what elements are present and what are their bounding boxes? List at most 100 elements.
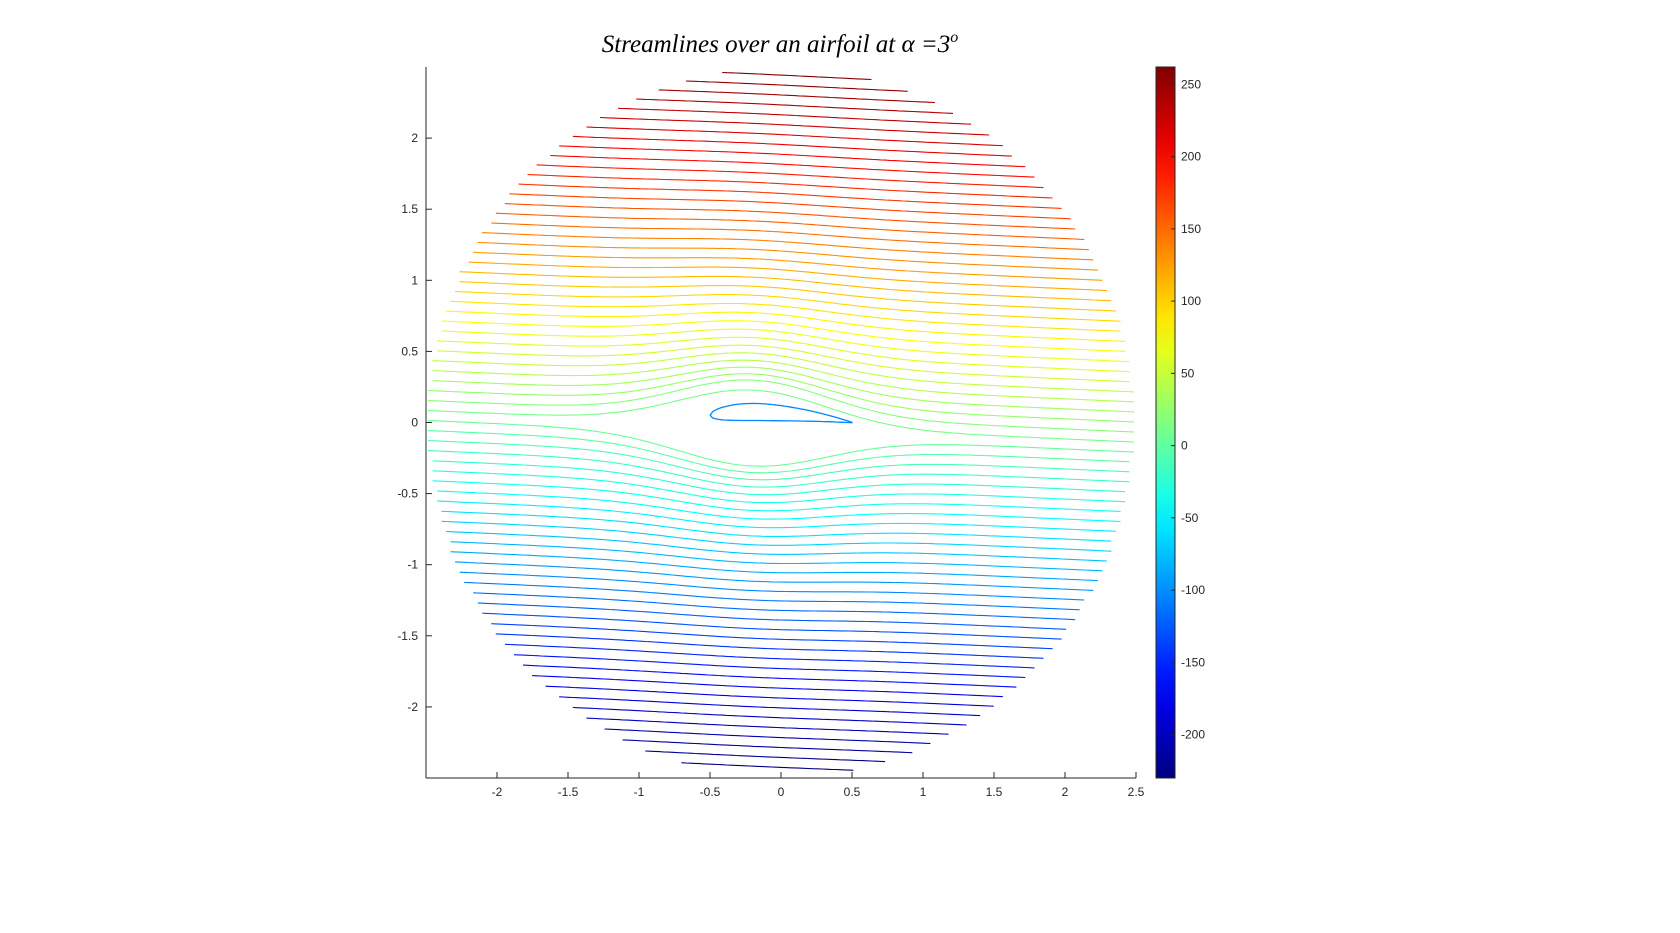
streamline xyxy=(459,271,1112,302)
streamline xyxy=(427,379,1135,433)
y-tick-label: 0.5 xyxy=(401,344,418,358)
y-tick-label: -1.5 xyxy=(397,629,418,643)
colorbar-tick-label: 200 xyxy=(1181,150,1201,164)
streamline xyxy=(441,510,1112,542)
streamline xyxy=(559,696,981,717)
streamline xyxy=(482,612,1062,640)
colorbar-tick-label: 50 xyxy=(1181,366,1195,380)
streamline xyxy=(559,145,1026,168)
x-tick-label: -1 xyxy=(634,785,645,799)
colorbar-tick-label: -150 xyxy=(1181,655,1205,669)
x-tick-label: -1.5 xyxy=(558,785,579,799)
streamline xyxy=(527,173,1053,199)
streamline xyxy=(455,290,1121,322)
streamline xyxy=(432,460,1126,496)
streamlines xyxy=(427,71,1135,771)
streamline xyxy=(427,429,1130,474)
streamline xyxy=(432,359,1135,403)
streamline xyxy=(446,310,1126,342)
plot-area xyxy=(427,71,1135,771)
streamline xyxy=(618,107,972,125)
streamline xyxy=(477,602,1067,630)
streamline xyxy=(491,222,1089,251)
streamline xyxy=(436,500,1116,532)
streamline xyxy=(427,389,1135,443)
streamline xyxy=(432,366,1135,413)
x-tick-label: 0 xyxy=(778,785,785,799)
streamline xyxy=(455,561,1094,591)
x-tick-label: -2 xyxy=(492,785,503,799)
streamline xyxy=(441,520,1112,552)
streamline xyxy=(432,470,1126,504)
colorbar-tick-label: 0 xyxy=(1181,439,1188,453)
streamline xyxy=(586,126,1003,147)
streamline xyxy=(536,164,1044,189)
colorbar-tick-label: -200 xyxy=(1181,728,1205,742)
y-tick-label: -0.5 xyxy=(397,487,418,501)
airfoil-outline xyxy=(709,402,853,424)
streamline xyxy=(441,328,1130,363)
streamline xyxy=(572,706,967,726)
streamline xyxy=(441,320,1126,352)
streamline xyxy=(550,154,1035,178)
streamline xyxy=(482,232,1094,261)
streamline xyxy=(604,728,931,744)
colorbar: 250 200 150 100 50 0 -50 -100 -150 -200 xyxy=(1155,66,1205,779)
streamline xyxy=(518,183,1062,209)
x-tick-label: 2.5 xyxy=(1128,785,1145,799)
colorbar-gradient xyxy=(1155,66,1176,779)
streamline xyxy=(436,336,1130,373)
streamline xyxy=(436,490,1121,523)
streamline xyxy=(473,251,1103,281)
streamline xyxy=(450,541,1103,572)
streamline xyxy=(532,675,1003,698)
y-axis-ticks: 2 1.5 1 0.5 0 -0.5 -1 -1.5 -2 xyxy=(397,131,432,714)
colorbar-tick-label: -50 xyxy=(1181,511,1199,525)
streamline xyxy=(513,654,1026,679)
title-superscript: o xyxy=(950,29,958,46)
streamline xyxy=(509,193,1071,220)
x-tick-label: 2 xyxy=(1062,785,1069,799)
streamline xyxy=(427,373,1135,423)
streamline xyxy=(622,739,913,754)
axes: -2 -1.5 -1 -0.5 0 0.5 1 1.5 2 2.5 2 1.5 1 0.5 0 -0.5 -1… xyxy=(397,67,1145,799)
streamline xyxy=(446,530,1107,562)
streamline xyxy=(477,241,1098,271)
colorbar-tick-label: 150 xyxy=(1181,222,1201,236)
streamline xyxy=(436,344,1130,383)
streamline xyxy=(495,212,1085,241)
x-tick-label: -0.5 xyxy=(700,785,721,799)
streamline xyxy=(491,623,1053,650)
title-text: Streamlines over an airfoil at xyxy=(602,31,902,58)
streamline xyxy=(658,89,935,104)
chart-title: Streamlines over an airfoil at α =3o xyxy=(602,29,959,58)
y-tick-label: 0 xyxy=(411,416,418,430)
streamline xyxy=(464,581,1080,611)
streamline xyxy=(504,643,1035,669)
streamline xyxy=(586,717,949,735)
colorbar-tick-label: -100 xyxy=(1181,583,1205,597)
streamline xyxy=(636,98,954,114)
streamline xyxy=(522,664,1017,688)
streamline xyxy=(432,352,1135,393)
streamline xyxy=(450,300,1121,332)
streamline xyxy=(685,80,908,92)
streamline xyxy=(427,439,1130,481)
colorbar-tick-label: 250 xyxy=(1181,77,1201,91)
y-tick-label: -2 xyxy=(407,700,418,714)
streamline xyxy=(450,551,1098,582)
streamline xyxy=(427,450,1130,488)
x-tick-label: 1.5 xyxy=(986,785,1003,799)
streamline xyxy=(504,203,1076,230)
streamline xyxy=(459,281,1116,312)
x-tick-label: 0.5 xyxy=(844,785,861,799)
y-tick-label: -1 xyxy=(407,558,418,572)
streamline xyxy=(681,762,854,771)
x-tick-label: 1 xyxy=(920,785,927,799)
streamline xyxy=(432,480,1121,513)
x-axis-ticks: -2 -1.5 -1 -0.5 0 0.5 1 1.5 2 2.5 xyxy=(492,772,1145,799)
y-tick-label: 1.5 xyxy=(401,202,418,216)
y-tick-label: 2 xyxy=(411,131,418,145)
title-alpha: α xyxy=(902,31,916,58)
